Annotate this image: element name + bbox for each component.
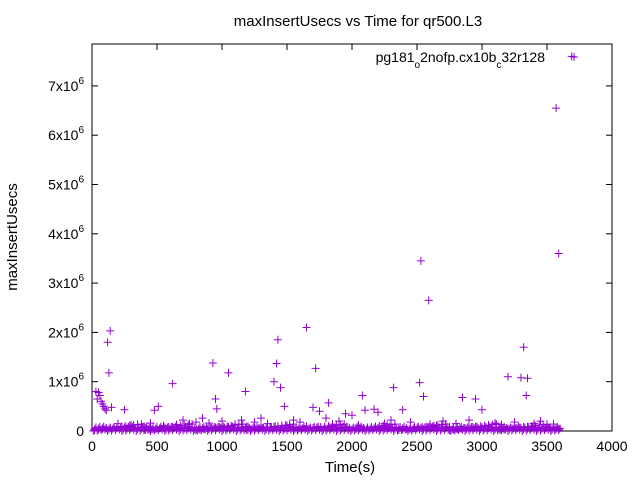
data-point-dense	[554, 425, 563, 434]
data-point-dense	[441, 420, 450, 429]
data-point	[280, 402, 289, 411]
x-tick-label: 1000	[206, 438, 237, 454]
data-point	[154, 402, 163, 411]
data-point	[465, 416, 473, 425]
data-point	[211, 394, 220, 403]
x-axis-label: Time(s)	[325, 459, 375, 476]
data-point	[554, 249, 563, 258]
data-points	[89, 52, 576, 435]
data-point-dense	[188, 420, 197, 429]
data-point	[504, 372, 512, 381]
data-point	[374, 408, 382, 417]
y-tick-label: 2x106	[48, 322, 84, 340]
data-point-dense	[137, 420, 146, 429]
data-point	[276, 383, 285, 392]
data-point	[106, 326, 115, 335]
data-point	[358, 391, 367, 400]
data-point	[179, 416, 187, 425]
data-point	[471, 394, 480, 403]
data-point-dense	[340, 420, 349, 429]
data-point	[324, 398, 333, 407]
data-point	[398, 405, 407, 414]
data-point	[424, 296, 433, 305]
x-tick-label: 3000	[466, 438, 497, 454]
data-point	[218, 417, 226, 426]
data-point	[168, 379, 177, 388]
data-point	[146, 419, 155, 428]
data-point	[416, 256, 425, 265]
data-point	[104, 368, 113, 377]
data-point	[241, 387, 250, 396]
y-tick-label: 1x106	[48, 372, 84, 390]
data-point	[315, 407, 324, 416]
y-tick-label: 3x106	[48, 273, 84, 291]
data-point	[257, 414, 265, 423]
data-point-dense	[390, 420, 399, 429]
data-point	[237, 416, 246, 425]
legend-marker	[570, 53, 578, 61]
axis-ticks	[91, 44, 613, 432]
data-point	[270, 377, 278, 386]
data-point	[198, 414, 207, 423]
data-point	[311, 364, 320, 373]
data-point	[102, 406, 111, 415]
data-point	[348, 411, 356, 420]
data-point	[212, 404, 221, 413]
x-tick-label: 4000	[596, 438, 627, 454]
data-point-dense	[492, 420, 501, 429]
data-point	[224, 368, 233, 377]
data-point	[523, 374, 532, 383]
data-point	[309, 403, 317, 412]
legend-series-label: pg181o2nofp.cx10bc32r128	[376, 49, 546, 71]
data-point	[107, 403, 116, 412]
x-tick-label: 1500	[271, 438, 302, 454]
data-point	[519, 343, 528, 352]
data-point	[322, 414, 330, 423]
data-point	[273, 335, 282, 344]
x-tick-labels: 0 500 1000 1500 2000 2500 3000 3500 4000	[88, 438, 628, 454]
x-tick-label: 500	[145, 438, 169, 454]
data-point	[415, 378, 424, 387]
data-point	[302, 323, 311, 332]
data-point	[419, 392, 428, 401]
y-axis-label: maxInsertUsecs	[4, 183, 21, 291]
data-point	[250, 418, 259, 427]
data-point-dense	[289, 420, 298, 429]
y-tick-labels: 0 1x106 2x106 3x106 4x106 5x106 6x106 7x106	[48, 76, 84, 439]
data-point	[552, 104, 561, 113]
data-point	[341, 409, 350, 418]
chart-title: maxInsertUsecs vs Time for qr500.L3	[234, 13, 482, 30]
data-point	[478, 405, 486, 414]
data-point-dense	[556, 424, 564, 433]
data-point	[389, 383, 398, 392]
x-tick-label: 0	[88, 438, 96, 454]
legend: pg181o2nofp.cx10bc32r128	[376, 49, 578, 71]
y-tick-label: 0	[76, 423, 84, 439]
data-point	[272, 359, 281, 368]
y-tick-label: 5x106	[48, 175, 84, 193]
data-point	[150, 406, 159, 415]
data-point-dense	[543, 420, 551, 429]
data-point-dense	[238, 420, 247, 429]
data-point	[103, 338, 112, 347]
x-tick-label: 2000	[336, 438, 367, 454]
data-point	[361, 406, 369, 415]
data-point	[522, 391, 531, 400]
legend-marker-plus	[570, 53, 578, 61]
x-tick-label: 3500	[531, 438, 562, 454]
data-point	[120, 405, 129, 414]
data-point	[208, 358, 217, 367]
data-point	[101, 404, 109, 413]
y-tick-label: 4x106	[48, 224, 84, 242]
data-point	[458, 393, 467, 402]
y-tick-label: 7x106	[48, 76, 84, 94]
y-tick-label: 6x106	[48, 125, 84, 143]
x-tick-label: 2500	[401, 438, 432, 454]
plot-frame	[91, 43, 613, 432]
